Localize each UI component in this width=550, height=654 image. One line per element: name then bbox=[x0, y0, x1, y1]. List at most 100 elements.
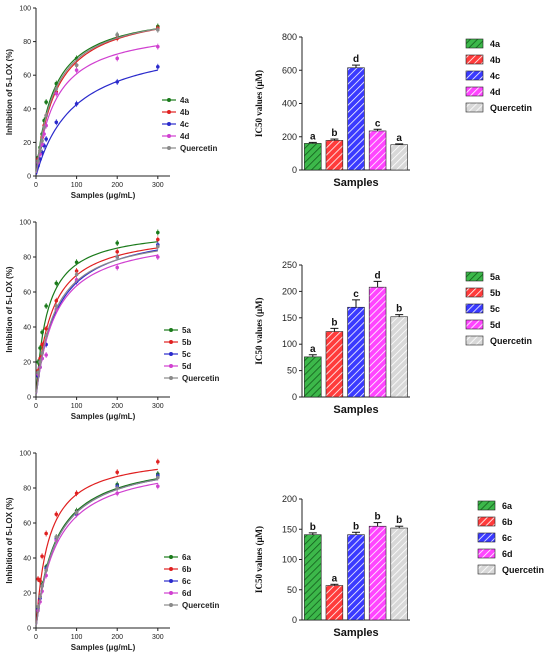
legend-label-4a: 4a bbox=[180, 96, 189, 105]
bar-rect bbox=[304, 143, 322, 171]
x-axis-label: Samples bbox=[333, 627, 378, 639]
data-point-Quercetin bbox=[44, 568, 48, 573]
legend-label-6d: 6d bbox=[502, 549, 513, 559]
data-point-4a bbox=[44, 100, 48, 104]
legend-label-5d: 5d bbox=[490, 320, 501, 330]
data-point-6b bbox=[44, 531, 48, 536]
legend-label-4d: 4d bbox=[490, 87, 501, 97]
significance-letter: c bbox=[353, 289, 359, 300]
y-tick-label: 150 bbox=[282, 313, 297, 323]
legend-label-5a: 5a bbox=[490, 272, 501, 282]
data-point-5b bbox=[44, 326, 48, 331]
significance-letter: a bbox=[310, 344, 316, 355]
data-point-Quercetin bbox=[38, 149, 42, 153]
legend-label-5d: 5d bbox=[182, 362, 191, 371]
data-point-5a bbox=[44, 304, 48, 308]
y-tick-label: 50 bbox=[287, 366, 297, 376]
x-tick-label: 200 bbox=[111, 182, 123, 189]
x-tick-label: 200 bbox=[111, 634, 123, 641]
legend-swatch bbox=[465, 335, 484, 346]
legend-marker bbox=[167, 98, 171, 102]
legend-label-6d: 6d bbox=[182, 589, 191, 598]
fit-curve-Quercetin bbox=[35, 478, 158, 625]
y-tick-label: 60 bbox=[23, 73, 31, 80]
data-point-5b bbox=[115, 249, 120, 254]
data-point-Quercetin bbox=[156, 28, 160, 32]
significance-letter: b bbox=[331, 317, 337, 328]
bar-rect bbox=[368, 286, 387, 398]
data-point-4d bbox=[54, 91, 59, 96]
y-tick-label: 50 bbox=[287, 585, 297, 595]
bar-rect bbox=[368, 130, 387, 171]
x-tick-label: 300 bbox=[152, 403, 164, 410]
data-point-Quercetin bbox=[156, 244, 160, 249]
bar-rect bbox=[304, 534, 322, 621]
y-tick-label: 40 bbox=[23, 325, 31, 332]
bar-6d: b bbox=[368, 512, 387, 621]
bar-5d: d bbox=[368, 270, 387, 398]
x-tick-label: 0 bbox=[34, 634, 38, 641]
bar-6b: a bbox=[325, 573, 344, 621]
y-tick-label: 0 bbox=[292, 165, 297, 175]
legend-label-5c: 5c bbox=[490, 304, 500, 314]
legend-label-4b: 4b bbox=[180, 108, 189, 117]
data-point-5b bbox=[74, 269, 79, 273]
data-point-4c bbox=[74, 101, 79, 106]
data-point-5a bbox=[74, 260, 79, 265]
legend-label-6c: 6c bbox=[502, 533, 512, 543]
bar-6c: b bbox=[347, 521, 365, 621]
fit-curve-5d bbox=[35, 254, 158, 394]
bar-Quercetin: b bbox=[390, 304, 408, 398]
bar-rect bbox=[390, 144, 408, 171]
data-point-5a bbox=[156, 230, 160, 235]
data-point-Quercetin bbox=[40, 138, 44, 143]
legend-label-6a: 6a bbox=[182, 553, 191, 562]
legend-label-5c: 5c bbox=[182, 350, 191, 359]
data-point-4d bbox=[74, 68, 79, 72]
legend-label-6b: 6b bbox=[502, 517, 513, 527]
significance-letter: b bbox=[396, 304, 402, 315]
data-point-6b bbox=[38, 578, 42, 583]
data-point-4c bbox=[44, 137, 48, 141]
y-axis-label: IC50 values (μM) bbox=[254, 70, 264, 137]
legend-swatch bbox=[465, 86, 484, 97]
legend-marker bbox=[169, 364, 173, 368]
legend-swatch bbox=[465, 70, 484, 81]
y-tick-label: 20 bbox=[23, 360, 31, 367]
fit-curve-6b bbox=[35, 468, 158, 623]
data-point-4d bbox=[42, 132, 46, 136]
x-tick-label: 100 bbox=[71, 634, 83, 641]
y-tick-label: 150 bbox=[282, 524, 297, 534]
x-tick-label: 0 bbox=[34, 182, 38, 189]
y-tick-label: 100 bbox=[282, 555, 297, 565]
series-4d: 4d bbox=[35, 43, 189, 173]
data-point-5a bbox=[115, 241, 120, 245]
x-tick-label: 300 bbox=[152, 634, 164, 641]
legend-marker bbox=[169, 591, 173, 595]
data-point-6d bbox=[156, 484, 160, 489]
y-tick-label: 100 bbox=[19, 220, 31, 227]
fit-curve-5a bbox=[35, 241, 158, 392]
data-point-Quercetin bbox=[44, 333, 48, 338]
data-point-6b bbox=[40, 554, 44, 559]
significance-letter: b bbox=[353, 521, 359, 532]
series-5b: 5b bbox=[35, 236, 191, 393]
x-axis-label: Samples bbox=[333, 177, 378, 189]
bar-rect bbox=[304, 356, 322, 398]
significance-letter: b bbox=[375, 512, 381, 523]
y-tick-label: 0 bbox=[27, 626, 31, 633]
legend-marker bbox=[169, 352, 173, 356]
bar-5a: a bbox=[304, 344, 322, 398]
legend-label-Quercetin: Quercetin bbox=[490, 336, 532, 346]
data-point-Quercetin bbox=[38, 594, 42, 599]
significance-letter: a bbox=[396, 133, 402, 144]
bar-rect bbox=[347, 306, 365, 398]
legend-marker bbox=[169, 555, 173, 559]
bar-Quercetin: b bbox=[390, 515, 408, 621]
data-point-Quercetin bbox=[115, 255, 120, 259]
y-tick-label: 60 bbox=[23, 521, 31, 528]
legend-marker bbox=[169, 376, 173, 380]
y-tick-label: 80 bbox=[23, 255, 31, 262]
legend-label-4b: 4b bbox=[490, 55, 501, 65]
y-axis-label: IC50 values (μM) bbox=[254, 526, 264, 593]
